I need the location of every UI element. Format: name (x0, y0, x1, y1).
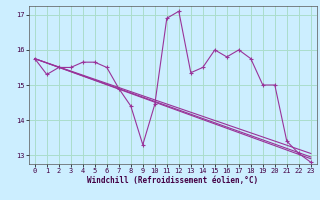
X-axis label: Windchill (Refroidissement éolien,°C): Windchill (Refroidissement éolien,°C) (87, 176, 258, 185)
